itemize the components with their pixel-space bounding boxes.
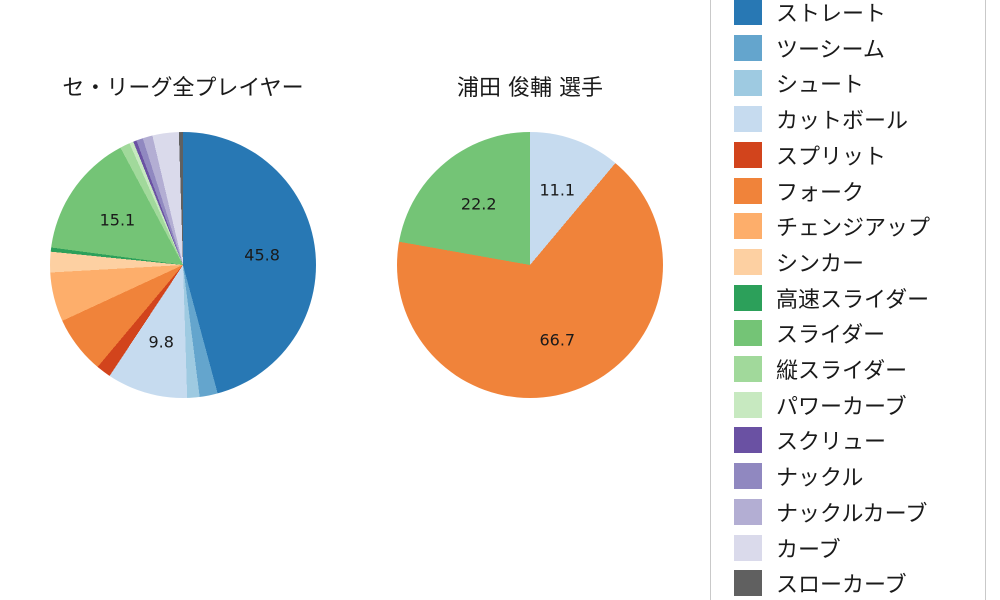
legend-label: スクリュー: [776, 430, 887, 456]
legend-label: スプリット: [776, 144, 887, 170]
legend-box: [710, 0, 986, 600]
legend-item: スクリュー: [734, 425, 886, 455]
legend-color-swatch: [734, 177, 762, 204]
legend-color-swatch: [734, 70, 762, 97]
legend-item: スライダー: [734, 318, 885, 348]
pie-value-label: 45.8: [244, 245, 280, 264]
legend-color-swatch: [734, 141, 762, 168]
legend-item: ナックルカーブ: [734, 497, 927, 527]
legend-item: 縦スライダー: [734, 354, 907, 384]
legend-item: スプリット: [734, 140, 886, 170]
legend-item: チェンジアップ: [734, 211, 930, 241]
legend-color-swatch: [734, 427, 762, 454]
legend-color-swatch: [734, 213, 762, 240]
legend-label: ナックル: [776, 466, 864, 492]
legend-color-swatch: [734, 570, 762, 597]
legend-label: カーブ: [776, 537, 841, 563]
legend-item: パワーカーブ: [734, 390, 907, 420]
legend-label: ナックルカーブ: [776, 501, 928, 527]
legend-color-swatch: [734, 284, 762, 311]
legend-color-swatch: [734, 248, 762, 275]
legend-label: シュート: [776, 73, 865, 99]
legend-item: カーブ: [734, 533, 841, 563]
legend-color-swatch: [734, 534, 762, 561]
legend-item: シンカー: [734, 247, 864, 277]
right-pie-title: 浦田 俊輔 選手: [457, 76, 603, 101]
pie-value-label: 9.8: [148, 332, 174, 352]
legend-item: スローカーブ: [734, 568, 907, 598]
legend-item: ストレート: [734, 0, 886, 27]
legend-color-swatch: [734, 498, 762, 525]
legend-item: フォーク: [734, 176, 864, 206]
legend-label: ツーシーム: [776, 37, 885, 63]
left-pie-title: セ・リーグ全プレイヤー: [62, 76, 304, 101]
legend-item: カットボール: [734, 104, 908, 134]
legend-color-swatch: [734, 391, 762, 418]
legend-label: 縦スライダー: [776, 359, 908, 384]
pie-value-label: 15.1: [99, 210, 136, 230]
legend-item: 高速スライダー: [734, 283, 929, 313]
legend-color-swatch: [734, 356, 762, 382]
pie-value-label: 22.2: [460, 194, 497, 214]
pie-value-label: 11.1: [539, 180, 576, 200]
legend-color-swatch: [734, 320, 762, 347]
legend-color-swatch: [734, 463, 762, 490]
legend-label: シンカー: [776, 251, 865, 277]
legend-color-swatch: [734, 106, 762, 133]
pie-value-label: 66.7: [539, 330, 576, 350]
legend-color-swatch: [734, 0, 762, 25]
legend-label: チェンジアップ: [776, 216, 931, 242]
legend-label: ストレート: [776, 2, 887, 27]
legend-label: フォーク: [776, 180, 865, 206]
pie-circle: [50, 132, 316, 398]
legend-label: カットボール: [776, 109, 909, 135]
legend-label: 高速スライダー: [776, 287, 930, 313]
legend-color-swatch: [734, 34, 762, 61]
pie-circle: [397, 132, 663, 398]
legend-label: パワーカーブ: [776, 394, 907, 420]
legend-label: スライダー: [776, 323, 886, 349]
legend-label: スローカーブ: [776, 573, 907, 599]
legend-item: ナックル: [734, 461, 863, 491]
legend-item: シュート: [734, 68, 864, 98]
legend-item: ツーシーム: [734, 33, 885, 63]
